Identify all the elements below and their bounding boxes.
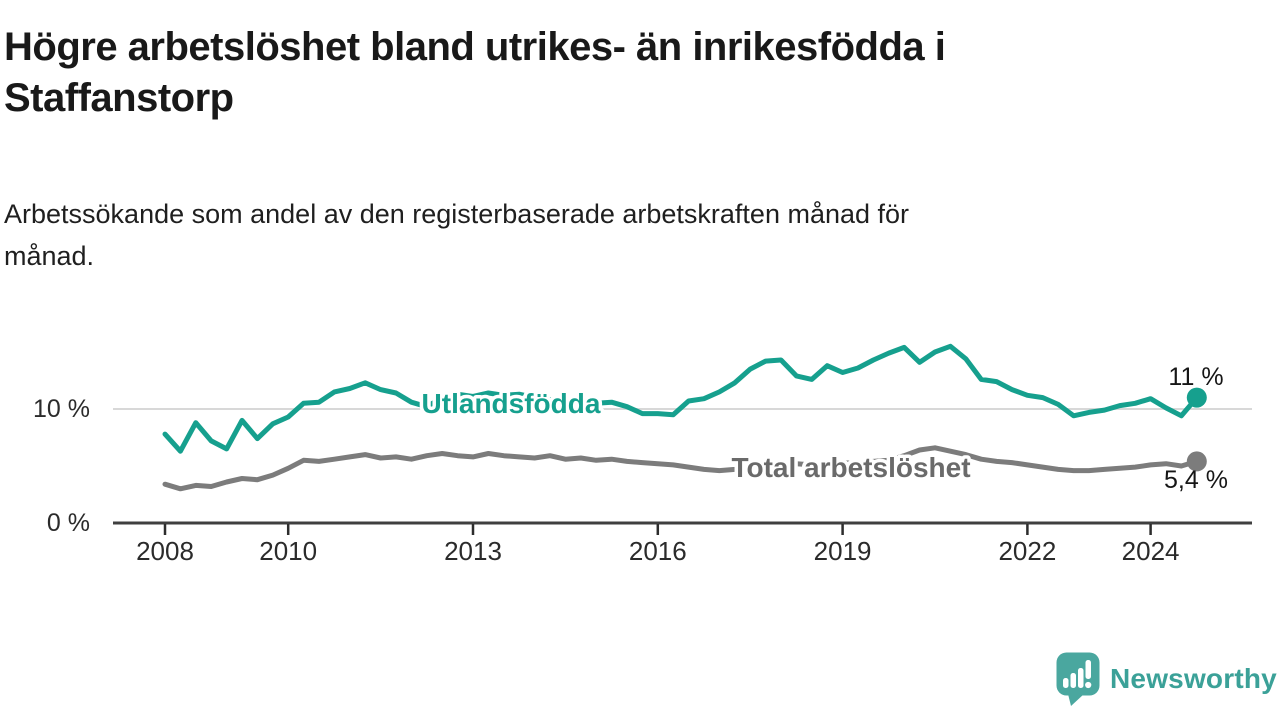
series-end-dot-0 xyxy=(1186,387,1207,408)
x-tick-label-2024: 2024 xyxy=(1122,536,1180,566)
x-tick-label-2019: 2019 xyxy=(814,536,872,566)
series-line-1 xyxy=(162,445,1200,492)
logo-bars-icon xyxy=(1063,660,1092,689)
end-value-label-total: 5,4 % xyxy=(1164,466,1228,494)
newsworthy-logo-text: Newsworthy xyxy=(1110,663,1277,694)
series-label-total-arbetsloshet: Total arbetslöshet xyxy=(731,452,970,483)
page-subtitle: Arbetssökande som andel av den registerb… xyxy=(4,199,910,271)
page-title: Högre arbetslöshet bland utrikes- än inr… xyxy=(4,25,946,121)
series-line-0 xyxy=(162,343,1200,454)
x-tick-label-2008: 2008 xyxy=(136,536,194,566)
series-label-utlandsfodda: Utlandsfödda xyxy=(422,388,601,419)
series-lines xyxy=(162,343,1200,492)
y-axis-label-0: 0 % xyxy=(47,509,90,537)
newsworthy-logo-icon xyxy=(1056,652,1100,706)
y-axis-label-10: 10 % xyxy=(33,395,90,423)
end-value-label-utlandsfodda: 11 % xyxy=(1168,363,1223,391)
x-tick-label-2013: 2013 xyxy=(444,536,502,566)
x-tick-label-2010: 2010 xyxy=(259,536,317,566)
logo-bubble-tail xyxy=(1068,694,1084,706)
series-end-dot-1 xyxy=(1186,451,1207,472)
x-tick-label-2022: 2022 xyxy=(998,536,1056,566)
x-tick-label-2016: 2016 xyxy=(629,536,687,566)
x-ticks-group: 2008 2010 2013 2016 2019 2022 2024 xyxy=(136,524,1180,566)
newsworthy-logo: Newsworthy xyxy=(1056,650,1277,708)
